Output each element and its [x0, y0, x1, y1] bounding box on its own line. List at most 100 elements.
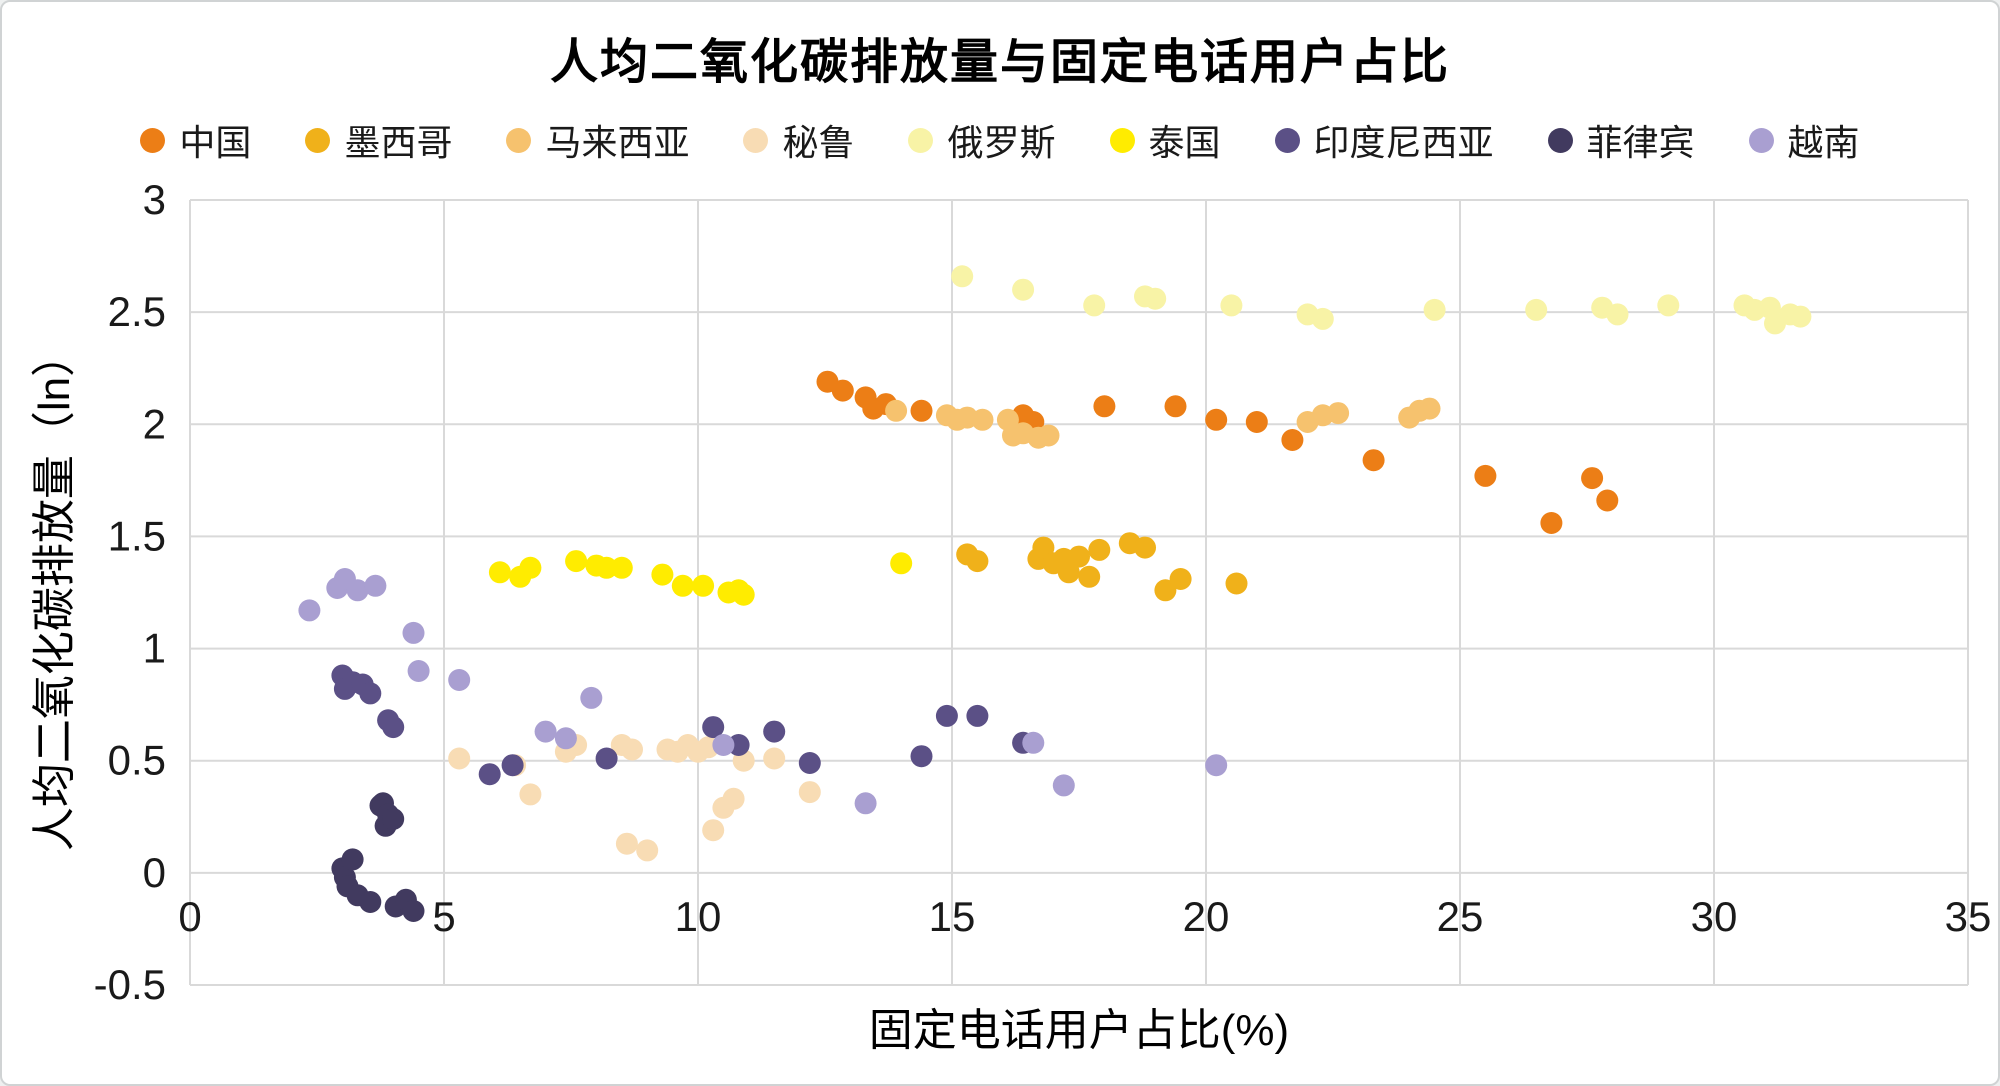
data-point [359, 891, 382, 913]
legend-marker-icon [1109, 127, 1135, 153]
data-point [488, 561, 511, 584]
series-马来西亚 [885, 397, 1441, 449]
data-point [692, 574, 715, 597]
x-tick-label: 10 [675, 893, 722, 940]
data-point [1596, 489, 1619, 512]
data-point [712, 734, 735, 756]
y-tick-label: 0.5 [108, 737, 166, 784]
chart-title: 人均二氧化碳排放量与固定电话用户占比 [549, 36, 1450, 89]
series-菲律宾 [331, 792, 425, 922]
data-point [798, 752, 821, 774]
data-point [966, 704, 989, 727]
series-秘鲁 [448, 734, 821, 862]
x-tick-label: 0 [178, 893, 201, 940]
legend-marker-icon [140, 127, 166, 153]
legend-marker-icon [305, 127, 331, 153]
data-point [1057, 561, 1080, 584]
data-point [1022, 731, 1045, 754]
data-point [831, 379, 854, 402]
data-point [1281, 429, 1304, 451]
data-point [971, 408, 994, 431]
y-tick-label: 1 [143, 625, 166, 672]
series-俄罗斯 [951, 265, 1812, 335]
x-tick-label: 35 [1945, 893, 1992, 940]
y-tick-label: 3 [143, 176, 166, 223]
legend: 中国 墨西哥 马来西亚 秘鲁 俄罗斯 泰国 印度尼西亚 菲律宾 越南 [2, 114, 1998, 166]
data-point [1154, 579, 1177, 602]
data-point [727, 734, 750, 756]
data-point [651, 563, 674, 586]
data-point [519, 556, 542, 579]
data-point [346, 579, 369, 602]
data-point [1327, 402, 1350, 425]
legend-marker-icon [1274, 127, 1300, 153]
data-point [890, 552, 913, 575]
data-point [1169, 568, 1192, 590]
legend-marker-icon [1547, 127, 1573, 153]
legend-item-俄罗斯: 俄罗斯 [908, 114, 1056, 166]
y-tick-label: 1.5 [108, 512, 166, 559]
legend-label: 菲律宾 [1586, 122, 1695, 163]
legend-label: 马来西亚 [545, 122, 690, 163]
legend-item-墨西哥: 墨西哥 [305, 114, 452, 166]
data-point [610, 556, 633, 579]
data-point [798, 781, 821, 804]
series-中国 [816, 370, 1619, 534]
data-point [1474, 464, 1497, 487]
data-point [722, 787, 745, 810]
data-point [702, 716, 725, 739]
legend-label: 印度尼西亚 [1313, 122, 1494, 163]
legend-label: 中国 [179, 122, 252, 163]
series-墨西哥 [956, 532, 1248, 602]
data-point [935, 704, 958, 727]
data-point [636, 839, 659, 862]
data-point [407, 660, 430, 682]
data-point [402, 621, 425, 644]
data-point [565, 550, 588, 573]
data-point [1525, 298, 1548, 321]
data-point [595, 556, 618, 579]
data-point [910, 745, 933, 768]
data-point [1789, 305, 1812, 328]
data-point [1012, 278, 1035, 301]
data-point [1362, 449, 1385, 472]
x-axis-title: 固定电话用户占比(%) [868, 1006, 1290, 1055]
data-point [382, 716, 405, 739]
data-point [402, 900, 425, 922]
data-point [885, 399, 908, 422]
series-印度尼西亚 [331, 664, 1035, 786]
data-point [854, 792, 877, 815]
data-point [448, 747, 471, 770]
data-point [1052, 774, 1075, 797]
data-point [1423, 298, 1446, 321]
data-point [580, 686, 603, 709]
data-point [341, 848, 364, 871]
legend-label: 泰国 [1148, 122, 1221, 163]
x-tick-label: 5 [432, 893, 455, 940]
y-axis-title: 人均二氧化碳排放量（ln） [30, 332, 79, 852]
legend-marker-icon [506, 127, 532, 153]
y-tick-label: -0.5 [94, 961, 166, 1008]
data-point [1144, 287, 1167, 310]
y-tick-label: 2.5 [108, 288, 166, 335]
data-point [1134, 536, 1156, 559]
data-point [1245, 411, 1268, 433]
legend-item-马来西亚: 马来西亚 [506, 114, 689, 166]
data-point [1205, 408, 1228, 431]
data-point [359, 682, 382, 705]
data-point [763, 720, 786, 743]
data-point [732, 583, 755, 606]
data-point [478, 763, 501, 786]
x-tick-label: 15 [929, 893, 976, 940]
data-point [1093, 395, 1116, 418]
y-tick-label: 0 [143, 849, 166, 896]
legend-item-泰国: 泰国 [1109, 114, 1221, 166]
data-point [702, 819, 725, 842]
legend-item-越南: 越南 [1748, 114, 1860, 166]
x-tick-label: 20 [1183, 893, 1230, 940]
data-point [1205, 754, 1228, 777]
data-point [298, 599, 321, 622]
data-point [1032, 536, 1055, 559]
data-point [1225, 572, 1248, 595]
